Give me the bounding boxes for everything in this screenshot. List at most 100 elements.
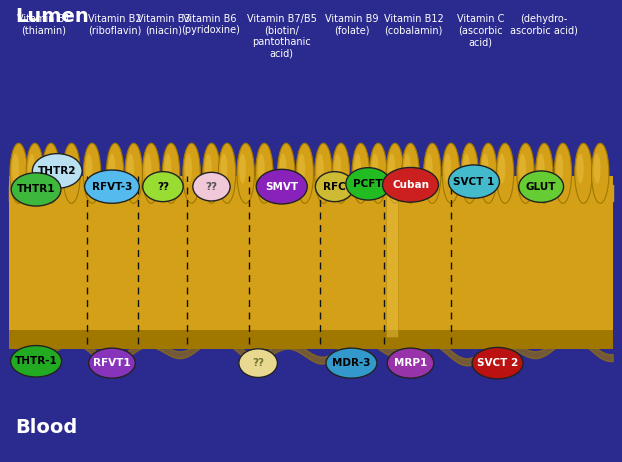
Ellipse shape xyxy=(519,171,564,202)
Ellipse shape xyxy=(481,153,489,183)
Text: Vitamin B1
(thiamin): Vitamin B1 (thiamin) xyxy=(17,14,70,36)
Text: Blood: Blood xyxy=(16,418,78,437)
Text: Vitamin C
(ascorbic
acid): Vitamin C (ascorbic acid) xyxy=(457,14,504,47)
Ellipse shape xyxy=(554,143,572,203)
Ellipse shape xyxy=(386,143,404,203)
Ellipse shape xyxy=(425,153,433,183)
Ellipse shape xyxy=(88,348,136,378)
Ellipse shape xyxy=(277,143,295,203)
Text: GLUT: GLUT xyxy=(526,182,557,192)
Ellipse shape xyxy=(387,348,434,378)
Ellipse shape xyxy=(193,172,230,201)
Ellipse shape xyxy=(28,153,35,183)
Ellipse shape xyxy=(334,153,341,183)
Ellipse shape xyxy=(383,168,439,202)
Ellipse shape xyxy=(258,153,265,183)
Ellipse shape xyxy=(218,143,236,203)
Ellipse shape xyxy=(463,153,470,183)
Ellipse shape xyxy=(448,165,499,198)
FancyBboxPatch shape xyxy=(9,176,613,349)
Ellipse shape xyxy=(369,143,387,203)
Text: (dehydro-
ascorbic acid): (dehydro- ascorbic acid) xyxy=(510,14,578,36)
Ellipse shape xyxy=(461,143,478,203)
Ellipse shape xyxy=(162,143,180,203)
FancyBboxPatch shape xyxy=(9,330,613,349)
Ellipse shape xyxy=(85,153,93,183)
Ellipse shape xyxy=(577,153,584,183)
Ellipse shape xyxy=(442,143,460,203)
Text: ??: ?? xyxy=(157,182,169,192)
Ellipse shape xyxy=(183,143,200,203)
Ellipse shape xyxy=(575,143,592,203)
Ellipse shape xyxy=(388,153,396,183)
Ellipse shape xyxy=(279,153,287,183)
Ellipse shape xyxy=(239,349,277,377)
Ellipse shape xyxy=(142,143,160,203)
Text: SMVT: SMVT xyxy=(265,182,299,192)
Ellipse shape xyxy=(12,153,19,183)
Ellipse shape xyxy=(220,153,228,183)
Text: RFVT1: RFVT1 xyxy=(93,358,131,368)
Ellipse shape xyxy=(26,143,44,203)
Text: SVCT 2: SVCT 2 xyxy=(477,358,518,368)
Ellipse shape xyxy=(517,143,534,203)
Text: MRP1: MRP1 xyxy=(394,358,427,368)
Ellipse shape xyxy=(402,143,419,203)
Text: Vitamin B7/B5
(biotin/
pantothanic
acid): Vitamin B7/B5 (biotin/ pantothanic acid) xyxy=(247,14,317,59)
Text: ??: ?? xyxy=(252,358,264,368)
Text: Vitamin B3
(niacin): Vitamin B3 (niacin) xyxy=(137,14,190,36)
Ellipse shape xyxy=(472,347,523,379)
Text: Vitamin B9
(folate): Vitamin B9 (folate) xyxy=(325,14,378,36)
Ellipse shape xyxy=(352,143,369,203)
Text: Vitamin B2
(riboflavin): Vitamin B2 (riboflavin) xyxy=(88,14,142,36)
Ellipse shape xyxy=(296,143,313,203)
Ellipse shape xyxy=(83,143,101,203)
Ellipse shape xyxy=(354,153,361,183)
Ellipse shape xyxy=(185,153,192,183)
Ellipse shape xyxy=(496,143,514,203)
Ellipse shape xyxy=(536,143,553,203)
Ellipse shape xyxy=(593,153,601,183)
Text: THTR2: THTR2 xyxy=(38,166,77,176)
Text: RFC: RFC xyxy=(323,182,346,192)
Text: Cuban: Cuban xyxy=(392,180,429,190)
Ellipse shape xyxy=(237,143,254,203)
Ellipse shape xyxy=(317,153,324,183)
Ellipse shape xyxy=(371,153,379,183)
Ellipse shape xyxy=(85,170,139,203)
Ellipse shape xyxy=(205,153,212,183)
Text: ??: ?? xyxy=(205,182,218,192)
Ellipse shape xyxy=(108,153,116,183)
Ellipse shape xyxy=(142,172,183,201)
Ellipse shape xyxy=(11,346,62,377)
Text: THTR1: THTR1 xyxy=(17,184,55,195)
Ellipse shape xyxy=(10,143,27,203)
Text: Vitamin B6
(pyridoxine): Vitamin B6 (pyridoxine) xyxy=(181,14,239,36)
Ellipse shape xyxy=(164,153,172,183)
Ellipse shape xyxy=(519,153,526,183)
FancyBboxPatch shape xyxy=(386,185,398,337)
Ellipse shape xyxy=(127,153,134,183)
Ellipse shape xyxy=(315,143,332,203)
Ellipse shape xyxy=(298,153,305,183)
Ellipse shape xyxy=(203,143,220,203)
Text: THTR-1: THTR-1 xyxy=(15,356,57,366)
Ellipse shape xyxy=(256,170,307,204)
Ellipse shape xyxy=(256,143,273,203)
Text: Vitamin B12
(cobalamin): Vitamin B12 (cobalamin) xyxy=(384,14,443,36)
Ellipse shape xyxy=(332,143,350,203)
Ellipse shape xyxy=(480,143,497,203)
Ellipse shape xyxy=(424,143,441,203)
Ellipse shape xyxy=(239,153,246,183)
Ellipse shape xyxy=(65,153,72,183)
Ellipse shape xyxy=(556,153,564,183)
Ellipse shape xyxy=(346,168,391,200)
Ellipse shape xyxy=(537,153,545,183)
Ellipse shape xyxy=(498,153,506,183)
Text: RFVT-3: RFVT-3 xyxy=(92,182,132,192)
Ellipse shape xyxy=(42,143,60,203)
Text: Lumen: Lumen xyxy=(16,7,90,26)
Ellipse shape xyxy=(315,172,354,201)
Ellipse shape xyxy=(63,143,80,203)
Ellipse shape xyxy=(44,153,52,183)
